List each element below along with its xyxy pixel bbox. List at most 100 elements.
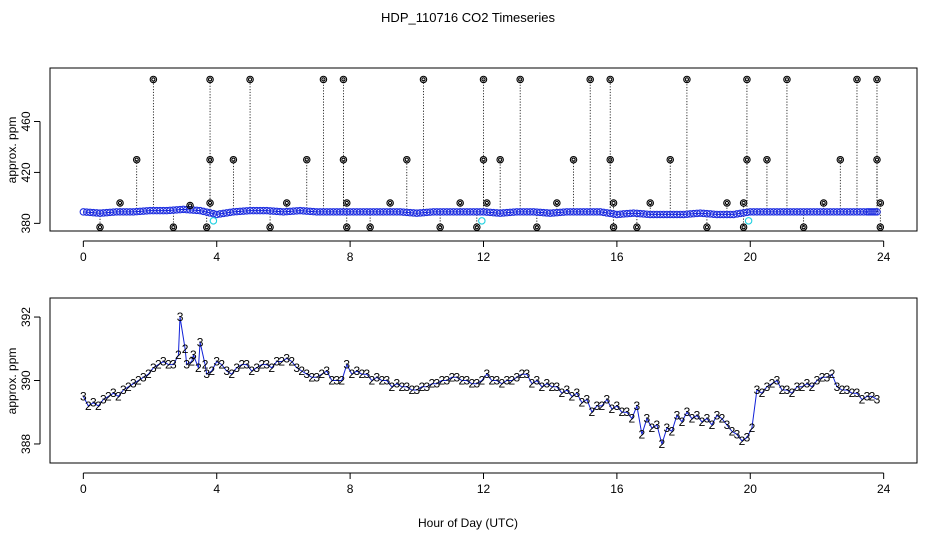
outlier-point [132, 155, 141, 164]
cyan-point [744, 217, 753, 225]
series-3-point: 3 [624, 405, 631, 419]
series-2-point: 2 [202, 358, 209, 372]
outlier-point-core [648, 200, 653, 206]
baseline-point [206, 209, 214, 217]
series-2-point: 2 [599, 399, 606, 413]
series-3-point: 3 [253, 361, 260, 375]
outlier-point [609, 199, 618, 207]
series-2-point: 2 [378, 374, 385, 388]
x-tick-label: 4 [213, 250, 220, 264]
top-plot-frame [49, 67, 918, 232]
series-3-point: 3 [263, 358, 270, 372]
outlier-point [246, 75, 254, 84]
outlier-point [873, 155, 881, 164]
series-3-point: 3 [423, 380, 430, 394]
outlier-point [533, 223, 541, 231]
series-3-point: 3 [824, 370, 831, 384]
bottom-y-axis-label: approx. ppm [5, 348, 19, 415]
series-2-point: 2 [182, 342, 189, 356]
series-2-point: 2 [85, 399, 92, 413]
series-2-point: 2 [218, 358, 225, 372]
series-3-point: 3 [100, 393, 107, 407]
series-3-point: 3 [544, 377, 551, 391]
series-2-point: 2 [749, 421, 756, 435]
series-2-point: 2 [208, 364, 215, 378]
outlier-point-core [571, 157, 576, 162]
series-2-point: 2 [308, 370, 315, 384]
outlier-point-core [458, 200, 463, 206]
outlier-point-core [204, 225, 209, 230]
outlier-point-core [387, 200, 393, 206]
series-2-point: 2 [135, 374, 142, 388]
y-tick-label: 460 [19, 111, 33, 131]
series-2-point: 2 [779, 383, 786, 397]
top-plot-data [79, 75, 885, 231]
outlier-point [479, 155, 488, 164]
outlier-point-core [878, 225, 883, 230]
x-tick-label: 0 [80, 482, 87, 496]
outlier-point-core [764, 157, 770, 162]
series-3-point: 3 [514, 370, 521, 384]
top-plot-axes: 0 4 8 12 16 20 24 380 420 460 [19, 111, 891, 264]
outlier-point [202, 223, 211, 231]
outlier-point [783, 75, 791, 84]
outlier-point-core [304, 157, 309, 162]
series-2-point: 2 [478, 374, 485, 388]
outlier-point [609, 223, 618, 231]
outlier-point [516, 75, 524, 84]
outlier-point-core [534, 225, 540, 230]
outlier-point [633, 223, 641, 231]
outlier-point-core [874, 157, 880, 162]
outlier-point [483, 199, 491, 207]
series-3-point: 3 [197, 335, 204, 349]
outlier-point [646, 199, 654, 207]
series-2-point: 2 [719, 412, 726, 426]
outlier-point [496, 155, 504, 164]
outlier-point-core [437, 225, 443, 230]
series-2-point: 2 [759, 386, 766, 400]
series-3-point: 3 [140, 370, 147, 384]
series-3-point: 3 [834, 380, 841, 394]
series-3-point: 3 [714, 408, 721, 422]
series-3-point: 3 [854, 386, 861, 400]
outlier-point-core [117, 200, 123, 206]
series-2-point: 2 [228, 367, 235, 381]
series-line [82, 316, 878, 446]
series-3-point: 3 [483, 367, 490, 381]
series-2-point: 2 [579, 396, 586, 410]
series-3-point: 3 [864, 389, 871, 403]
series-2-point: 2 [789, 386, 796, 400]
series-2-point: 2 [819, 370, 826, 384]
x-tick-label: 8 [347, 250, 354, 264]
outlier-point [853, 75, 861, 84]
outlier-point [876, 199, 885, 207]
outlier-point [666, 155, 674, 164]
outlier-point-core [247, 77, 253, 82]
outlier-point [343, 199, 351, 207]
series-3-point: 3 [443, 374, 450, 388]
outlier-point-core [207, 77, 213, 82]
outlier-point [586, 75, 594, 84]
series-2-point: 2 [679, 415, 686, 429]
y-tick-label: 388 [19, 434, 33, 454]
series-2-point: 2 [348, 367, 355, 381]
series-3-point: 3 [664, 421, 671, 435]
series-2-point: 2 [318, 367, 325, 381]
series-3-point: 3 [654, 418, 661, 432]
outlier-point-core [668, 157, 673, 162]
series-3-point: 3 [734, 427, 741, 441]
series-3-point: 3 [120, 383, 127, 397]
series-3-point: 3 [190, 348, 197, 362]
outlier-point-core [498, 157, 503, 162]
series-2-point: 2 [368, 374, 375, 388]
series-2-point: 2 [145, 367, 152, 381]
series-2-point: 2 [278, 354, 285, 368]
x-tick-label: 20 [744, 250, 758, 264]
series-3-point: 3 [644, 412, 651, 426]
cyan-point [209, 217, 218, 225]
baseline-point [859, 208, 868, 216]
series-3-point: 3 [554, 380, 561, 394]
outlier-point-core [684, 77, 690, 82]
series-2-point: 2 [268, 361, 275, 375]
